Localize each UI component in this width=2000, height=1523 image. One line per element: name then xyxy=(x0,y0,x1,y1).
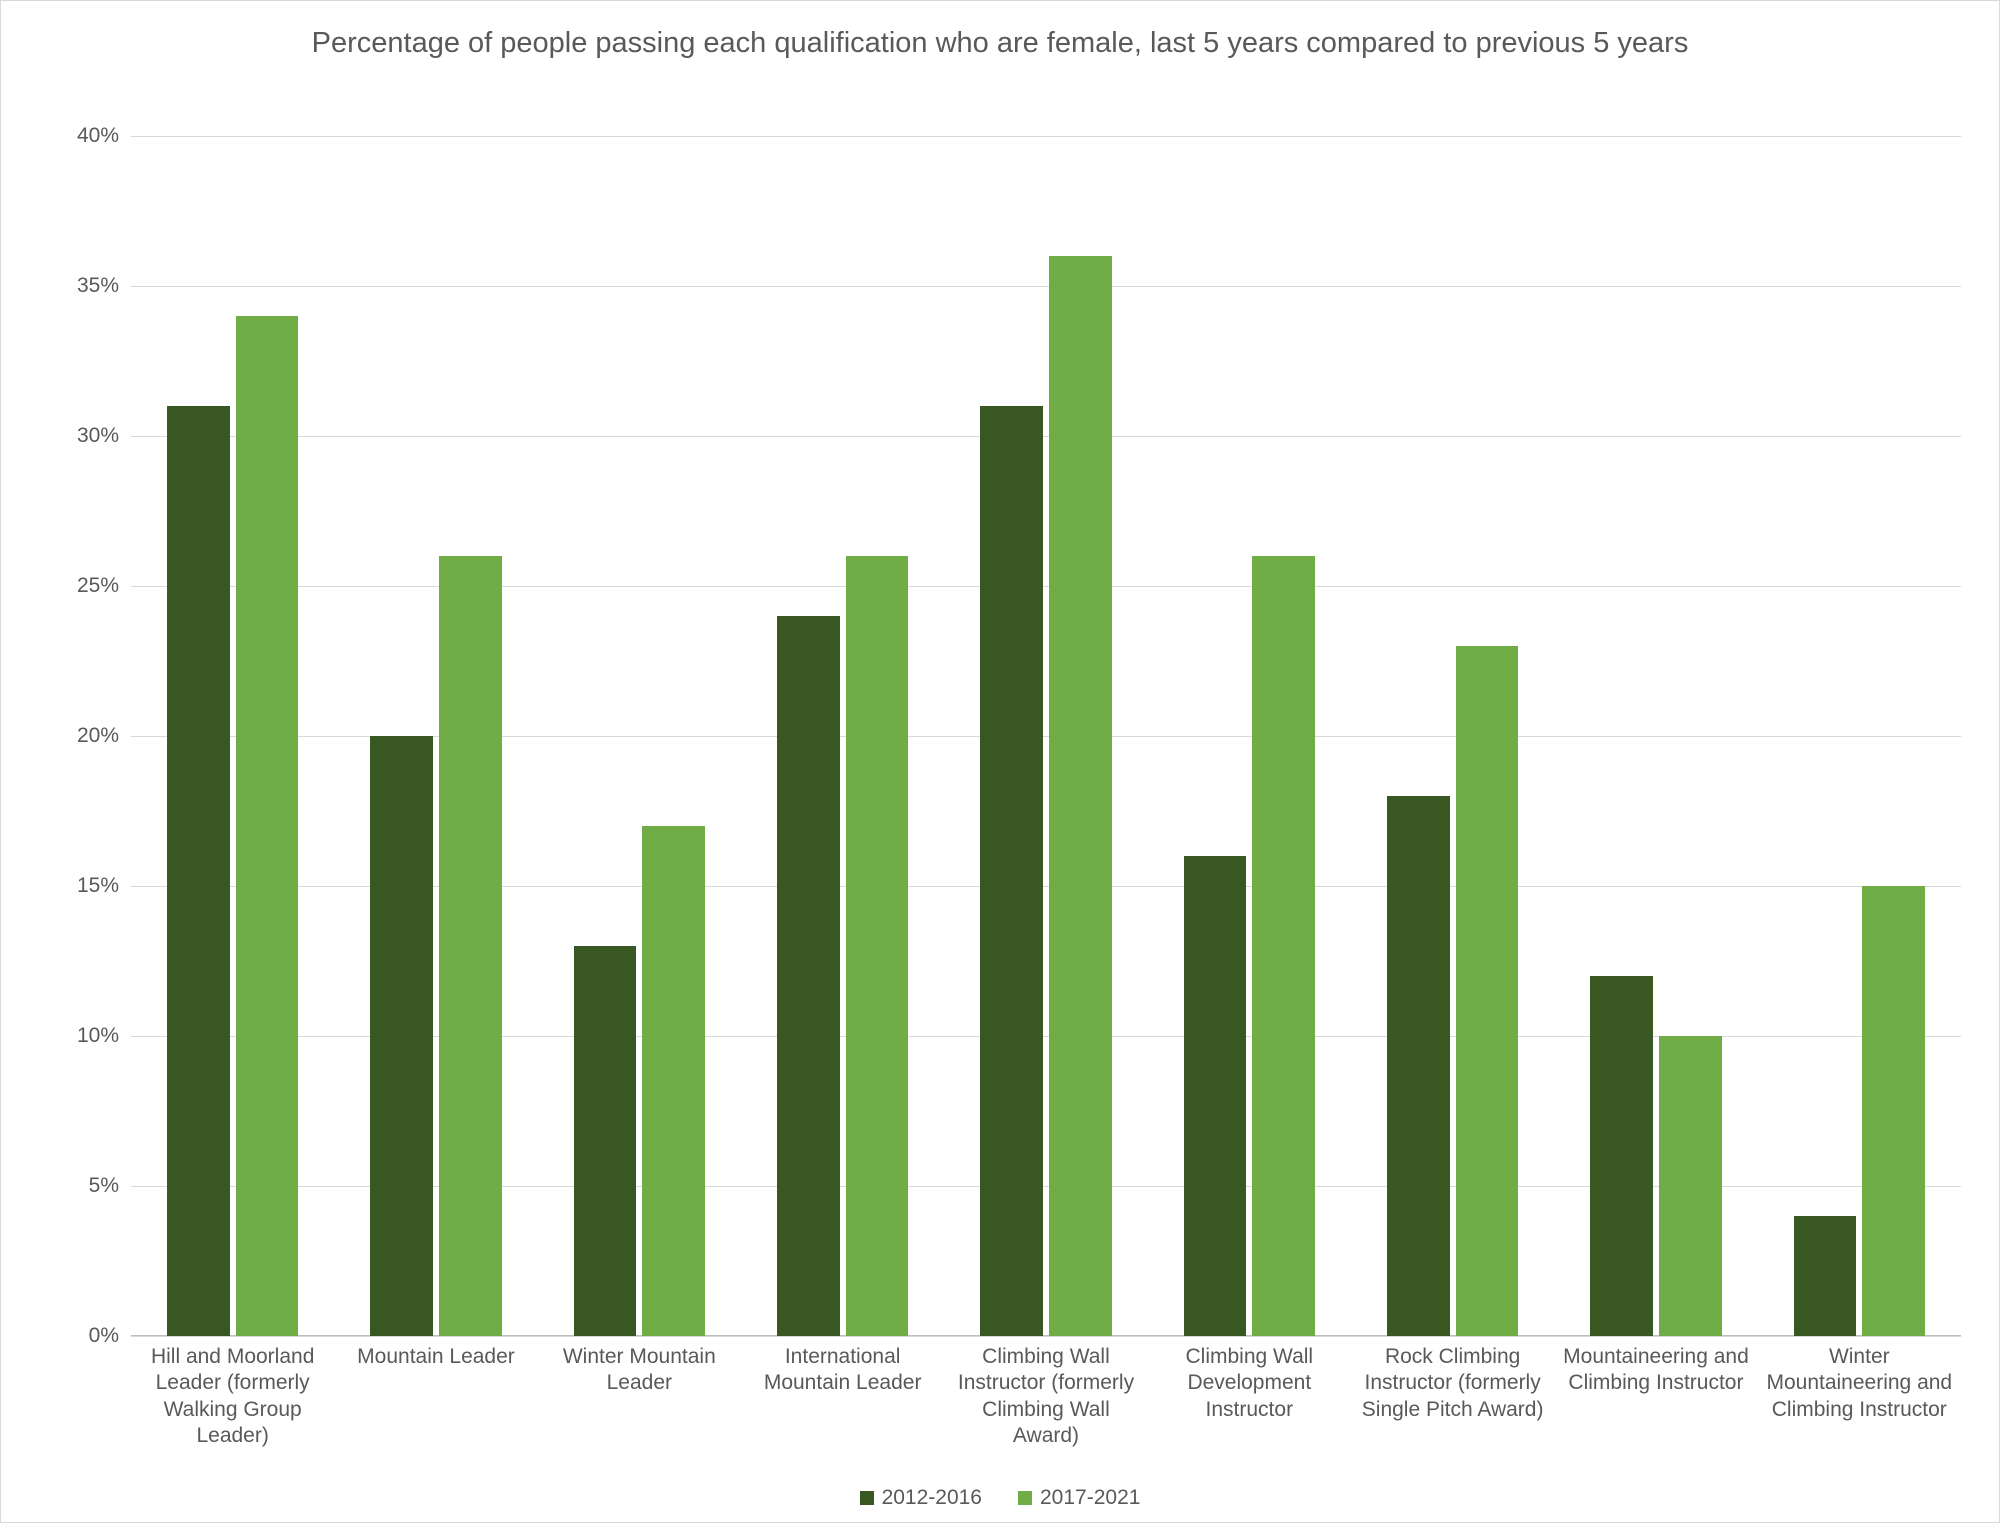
x-tick-label: Winter Mountaineering and Climbing Instr… xyxy=(1758,1344,1961,1449)
bar xyxy=(574,946,637,1336)
y-tick-label: 15% xyxy=(77,874,119,898)
chart-title: Percentage of people passing each qualif… xyxy=(150,25,1850,63)
plot-area: 0%5%10%15%20%25%30%35%40% xyxy=(131,136,1961,1336)
gridline xyxy=(131,1336,1961,1337)
bar-group xyxy=(1148,136,1351,1336)
x-tick-label: Winter Mountain Leader xyxy=(538,1344,741,1449)
chart-container: Percentage of people passing each qualif… xyxy=(0,0,2000,1523)
x-tick-label: Climbing Wall Instructor (formerly Climb… xyxy=(944,1344,1147,1449)
bar xyxy=(167,406,230,1336)
legend-label: 2017-2021 xyxy=(1040,1486,1140,1510)
bar xyxy=(642,826,705,1336)
x-tick-label: Rock Climbing Instructor (formerly Singl… xyxy=(1351,1344,1554,1449)
legend: 2012-2016 2017-2021 xyxy=(1,1486,1999,1510)
bar-group xyxy=(538,136,741,1336)
bar xyxy=(370,736,433,1336)
y-tick-label: 10% xyxy=(77,1024,119,1048)
bar-group xyxy=(1758,136,1961,1336)
bar xyxy=(1590,976,1653,1336)
x-tick-label: Mountaineering and Climbing Instructor xyxy=(1554,1344,1757,1449)
bar-group xyxy=(334,136,537,1336)
bar-group xyxy=(1351,136,1554,1336)
y-tick-label: 0% xyxy=(89,1324,119,1348)
bar-group xyxy=(131,136,334,1336)
legend-item: 2017-2021 xyxy=(1018,1486,1140,1510)
bar xyxy=(1252,556,1315,1336)
x-tick-label: Hill and Moorland Leader (formerly Walki… xyxy=(131,1344,334,1449)
legend-label: 2012-2016 xyxy=(882,1486,982,1510)
y-tick-label: 25% xyxy=(77,574,119,598)
bar xyxy=(1456,646,1519,1336)
bar-group xyxy=(741,136,944,1336)
legend-swatch xyxy=(860,1491,874,1505)
bar xyxy=(1794,1216,1857,1336)
legend-swatch xyxy=(1018,1491,1032,1505)
bar xyxy=(1387,796,1450,1336)
y-tick-label: 20% xyxy=(77,724,119,748)
y-tick-label: 35% xyxy=(77,274,119,298)
bar xyxy=(777,616,840,1336)
bar xyxy=(439,556,502,1336)
bar xyxy=(1049,256,1112,1336)
x-axis-labels: Hill and Moorland Leader (formerly Walki… xyxy=(131,1344,1961,1449)
bar xyxy=(1184,856,1247,1336)
bar xyxy=(846,556,909,1336)
bar xyxy=(1862,886,1925,1336)
y-tick-label: 30% xyxy=(77,424,119,448)
legend-item: 2012-2016 xyxy=(860,1486,982,1510)
x-tick-label: International Mountain Leader xyxy=(741,1344,944,1449)
y-tick-label: 40% xyxy=(77,124,119,148)
bar-group xyxy=(1554,136,1757,1336)
bar xyxy=(236,316,299,1336)
bar xyxy=(1659,1036,1722,1336)
x-tick-label: Mountain Leader xyxy=(334,1344,537,1449)
bar xyxy=(980,406,1043,1336)
y-tick-label: 5% xyxy=(89,1174,119,1198)
bar-group xyxy=(944,136,1147,1336)
x-tick-label: Climbing Wall Development Instructor xyxy=(1148,1344,1351,1449)
